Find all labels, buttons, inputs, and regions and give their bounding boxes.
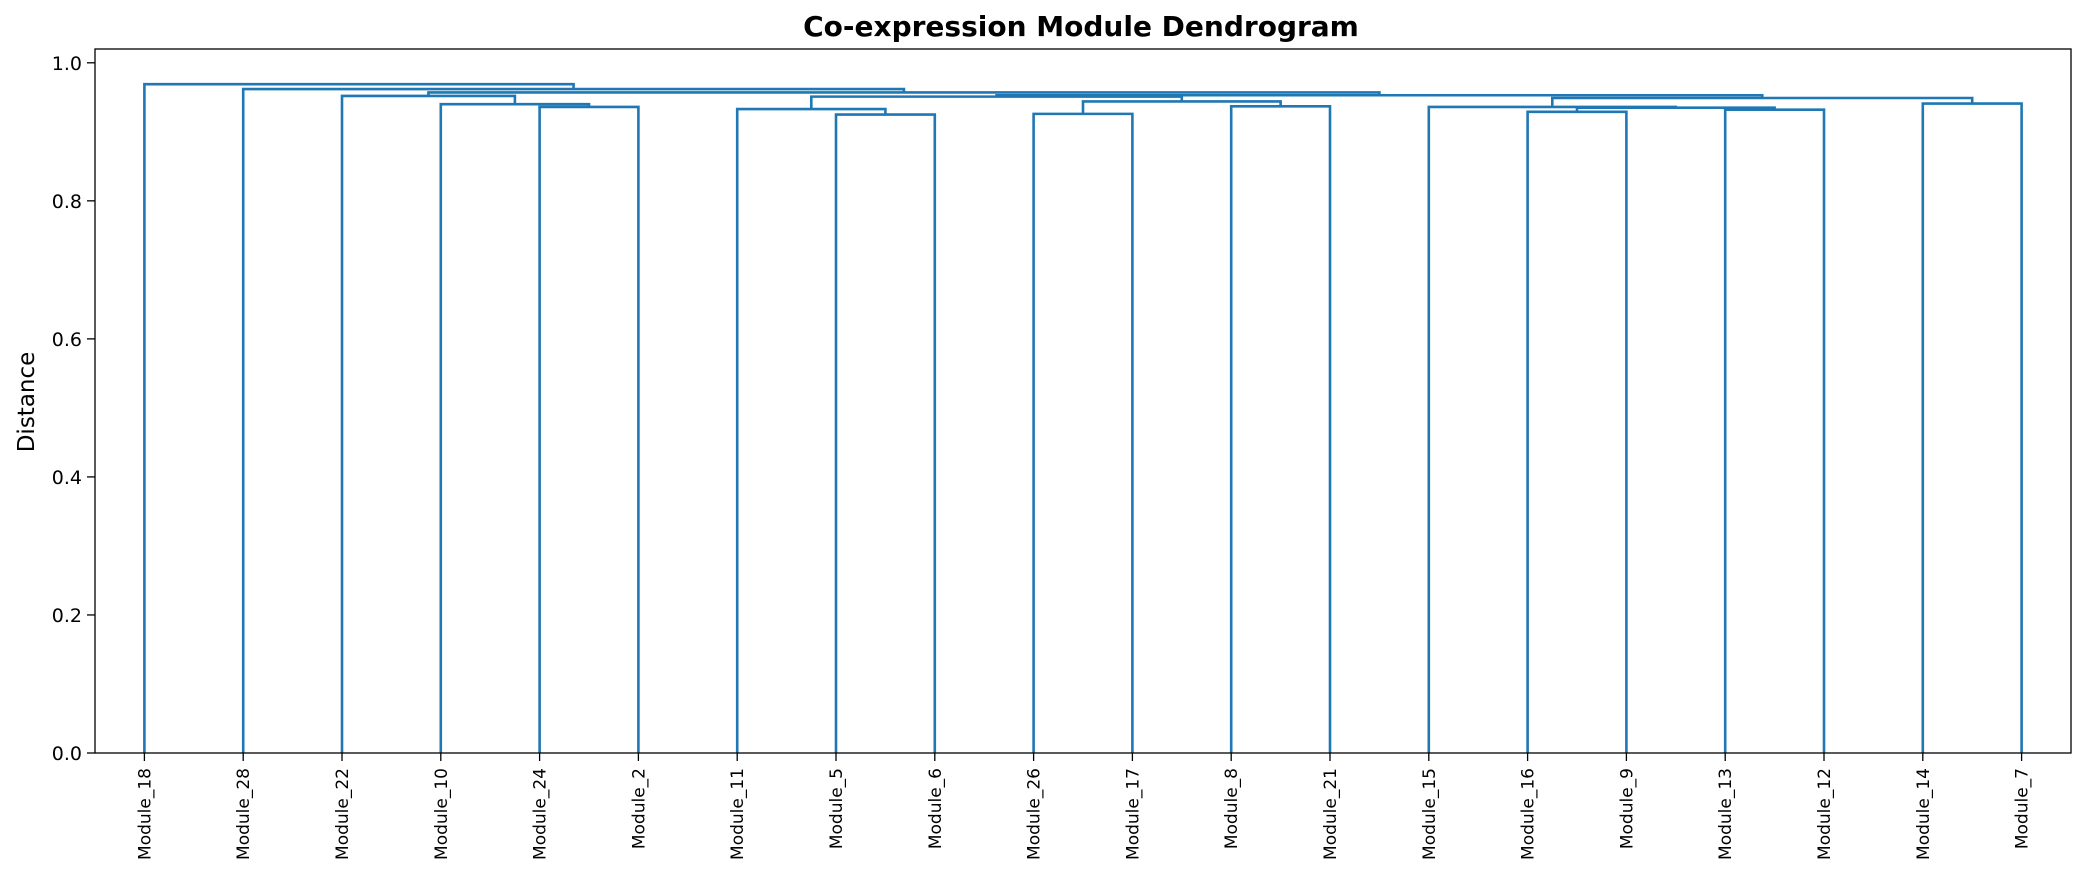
leaf-label: Module_9 bbox=[1617, 768, 1637, 849]
leaf-label: Module_26 bbox=[1025, 768, 1045, 860]
dendrogram-link-c15 bbox=[1551, 96, 1974, 107]
dendrogram-link-c13 bbox=[1427, 105, 1678, 753]
leaf-label: Module_12 bbox=[1815, 768, 1835, 860]
leaf-label: Module_2 bbox=[629, 768, 649, 849]
y-tick-label: 0.6 bbox=[52, 329, 82, 351]
dendrogram-link-c18 bbox=[241, 87, 906, 753]
dendrogram-link-c2 bbox=[439, 102, 591, 753]
leaf-label: Module_5 bbox=[827, 768, 847, 849]
y-tick-label: 0.8 bbox=[52, 191, 82, 213]
dendrogram-link-c9 bbox=[810, 95, 1184, 110]
chart-title: Co-expression Module Dendrogram bbox=[803, 10, 1359, 43]
leaf-label: Module_16 bbox=[1519, 768, 1539, 860]
leaf-label: Module_6 bbox=[926, 768, 946, 849]
y-tick-label: 0.4 bbox=[52, 467, 82, 489]
y-tick-label: 0.2 bbox=[52, 605, 82, 627]
leaf-label: Module_15 bbox=[1420, 768, 1440, 860]
dendrogram-links bbox=[143, 82, 2023, 753]
dendrogram-link-c17 bbox=[427, 91, 1381, 96]
plot-frame bbox=[94, 48, 2072, 754]
dendrogram-link-c4 bbox=[834, 113, 937, 753]
dendrogram-link-c14 bbox=[1921, 102, 2023, 753]
y-axis-ticks: 0.0 0.2 0.4 0.6 0.8 1.0 bbox=[52, 53, 95, 765]
dendrogram-link-c11 bbox=[1723, 108, 1826, 753]
leaf-labels: Module_18 Module_28 Module_22 Module_10 Modu… bbox=[135, 753, 2033, 860]
y-tick-label: 0.0 bbox=[52, 743, 82, 765]
dendrogram-link-c3 bbox=[340, 94, 517, 753]
dendrogram-link-c1 bbox=[538, 105, 640, 753]
dendrogram-link-c6 bbox=[1032, 112, 1134, 753]
leaf-label: Module_13 bbox=[1716, 768, 1736, 860]
y-axis-label: Distance bbox=[14, 352, 40, 453]
dendrogram-link-c10 bbox=[1526, 110, 1628, 753]
leaf-label: Module_21 bbox=[1321, 768, 1341, 860]
leaf-label: Module_10 bbox=[432, 768, 452, 860]
leaf-label: Module_7 bbox=[2013, 768, 2033, 849]
leaf-label: Module_18 bbox=[135, 768, 155, 860]
leaf-label: Module_28 bbox=[234, 768, 254, 860]
dendrogram-link-c5 bbox=[735, 107, 887, 753]
dendrogram-link-c8 bbox=[1081, 100, 1282, 114]
dendrogram-link-c19 bbox=[143, 82, 575, 753]
y-tick-label: 1.0 bbox=[52, 53, 82, 75]
leaf-label: Module_24 bbox=[531, 768, 551, 860]
leaf-label: Module_22 bbox=[333, 768, 353, 860]
dendrogram-link-c7 bbox=[1229, 104, 1332, 753]
leaf-label: Module_8 bbox=[1222, 768, 1242, 849]
leaf-label: Module_17 bbox=[1123, 768, 1143, 860]
leaf-label: Module_11 bbox=[728, 768, 748, 860]
leaf-label: Module_14 bbox=[1914, 768, 1934, 860]
